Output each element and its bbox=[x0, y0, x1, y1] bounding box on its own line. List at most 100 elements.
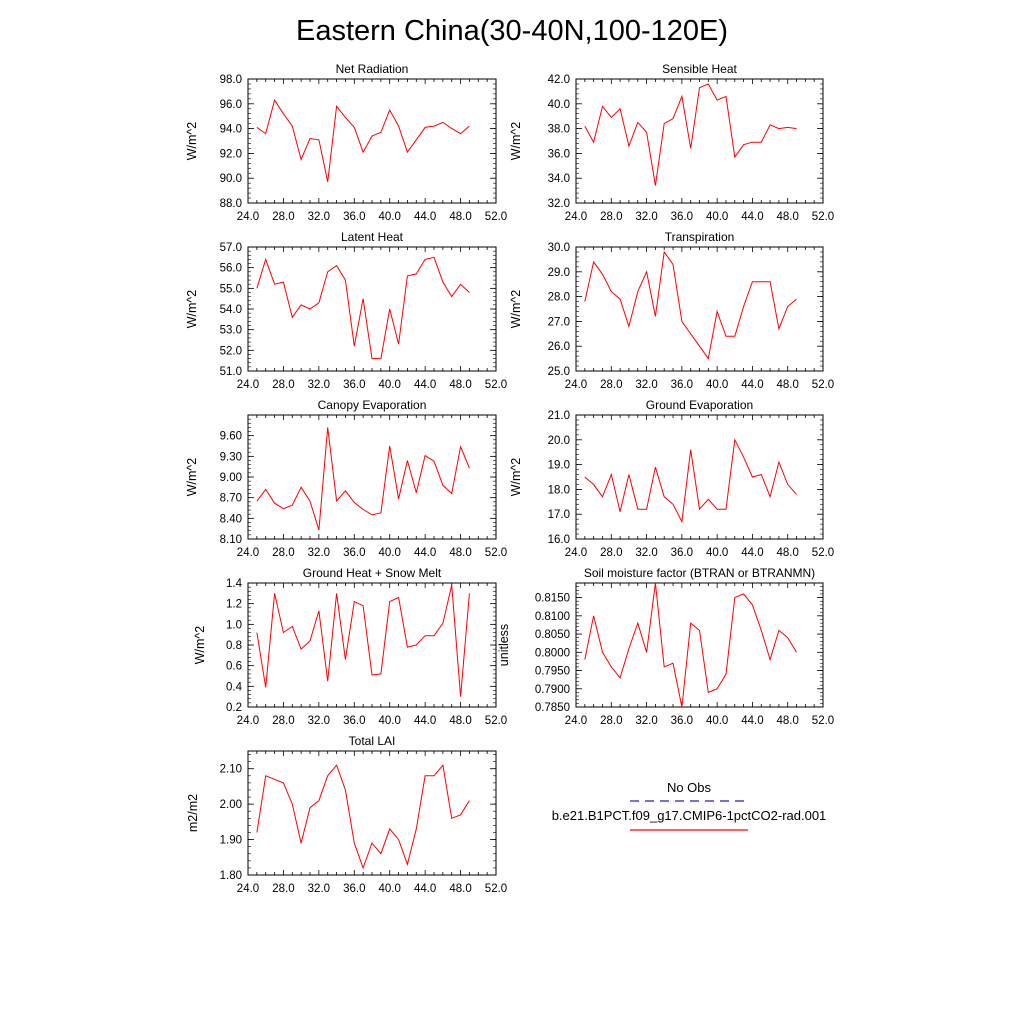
y-axis-label: W/m^2 bbox=[185, 458, 199, 497]
x-tick-label: 40.0 bbox=[379, 883, 401, 895]
x-tick-label: 36.0 bbox=[671, 211, 693, 223]
y-tick-label: 54.0 bbox=[220, 304, 242, 316]
panel-grid: Net Radiation W/m^2 24.0 28.0 32.0 36.0 40.0 44… bbox=[185, 62, 834, 895]
y-tick-label: 2.10 bbox=[220, 764, 242, 776]
y-tick-label: 56.0 bbox=[220, 263, 242, 275]
x-tick-label: 40.0 bbox=[706, 547, 728, 559]
x-tick-label: 28.0 bbox=[600, 547, 622, 559]
y-tick-label: 36.0 bbox=[548, 148, 570, 160]
x-tick-label: 48.0 bbox=[449, 715, 471, 727]
x-tick-label: 32.0 bbox=[635, 547, 657, 559]
x-tick-label: 44.0 bbox=[414, 547, 436, 559]
x-tick-label: 24.0 bbox=[237, 883, 259, 895]
plot-frame bbox=[575, 582, 824, 708]
series-line bbox=[584, 83, 797, 186]
y-tick-label: 0.7950 bbox=[535, 666, 570, 678]
y-tick-label: 40.0 bbox=[548, 99, 570, 111]
x-tick-label: 44.0 bbox=[741, 547, 763, 559]
x-tick-label: 52.0 bbox=[485, 211, 507, 223]
x-tick-label: 52.0 bbox=[485, 379, 507, 391]
x-tick-label: 24.0 bbox=[237, 547, 259, 559]
x-tick-label: 32.0 bbox=[308, 547, 330, 559]
chart-panel-7: Ground Heat + Snow Melt W/m^2 24.0 28.0 32.0… bbox=[193, 566, 507, 727]
x-tick-label: 36.0 bbox=[343, 547, 365, 559]
x-tick-label: 36.0 bbox=[343, 379, 365, 391]
x-tick-label: 28.0 bbox=[272, 211, 294, 223]
panel-title: Soil moisture factor (BTRAN or BTRANMN) bbox=[584, 566, 815, 580]
x-tick-label: 48.0 bbox=[449, 883, 471, 895]
y-axis-label: W/m^2 bbox=[185, 122, 199, 161]
legend: No Obs b.e21.B1PCT.f09_g17.CMIP6-1pctCO2… bbox=[552, 780, 827, 831]
y-tick-label: 94.0 bbox=[220, 124, 242, 136]
x-tick-label: 36.0 bbox=[343, 883, 365, 895]
series-line bbox=[584, 438, 797, 524]
y-tick-label: 0.8000 bbox=[535, 647, 570, 659]
y-tick-label: 0.7850 bbox=[535, 702, 570, 714]
x-tick-label: 28.0 bbox=[272, 379, 294, 391]
x-tick-label: 40.0 bbox=[379, 379, 401, 391]
y-tick-label: 52.0 bbox=[220, 345, 242, 357]
x-tick-label: 48.0 bbox=[449, 547, 471, 559]
chart-panel-1: Net Radiation W/m^2 24.0 28.0 32.0 36.0 40.0 44… bbox=[185, 62, 507, 223]
series-line bbox=[256, 427, 470, 531]
plot-frame bbox=[247, 78, 497, 204]
x-tick-label: 48.0 bbox=[449, 211, 471, 223]
series-line bbox=[256, 98, 470, 183]
x-tick-label: 24.0 bbox=[565, 547, 587, 559]
x-tick-label: 48.0 bbox=[777, 547, 799, 559]
x-tick-label: 44.0 bbox=[414, 211, 436, 223]
y-tick-label: 2.00 bbox=[220, 799, 242, 811]
y-tick-label: 25.0 bbox=[548, 366, 570, 378]
x-tick-label: 44.0 bbox=[414, 883, 436, 895]
chart-panel-2: Sensible Heat W/m^2 24.0 28.0 32.0 36.0 40.0 44… bbox=[509, 62, 834, 223]
figure-title: Eastern China(30-40N,100-120E) bbox=[296, 15, 728, 47]
y-tick-label: 53.0 bbox=[220, 325, 242, 337]
x-tick-label: 24.0 bbox=[237, 211, 259, 223]
y-tick-label: 0.8050 bbox=[535, 629, 570, 641]
x-tick-label: 24.0 bbox=[237, 715, 259, 727]
y-tick-label: 18.0 bbox=[548, 484, 570, 496]
x-tick-label: 32.0 bbox=[635, 379, 657, 391]
plot-frame bbox=[575, 246, 824, 372]
x-tick-label: 32.0 bbox=[635, 211, 657, 223]
y-tick-label: 42.0 bbox=[548, 74, 570, 86]
y-tick-label: 1.2 bbox=[226, 599, 242, 611]
x-tick-label: 36.0 bbox=[671, 547, 693, 559]
legend-label-case: b.e21.B1PCT.f09_g17.CMIP6-1pctCO2-rad.00… bbox=[552, 808, 827, 823]
x-tick-label: 36.0 bbox=[671, 715, 693, 727]
series-line bbox=[584, 250, 797, 360]
y-tick-label: 0.6 bbox=[226, 661, 242, 673]
y-axis-label: W/m^2 bbox=[193, 626, 207, 665]
y-tick-label: 20.0 bbox=[548, 435, 570, 447]
x-tick-label: 36.0 bbox=[343, 211, 365, 223]
x-tick-label: 36.0 bbox=[671, 379, 693, 391]
x-tick-label: 52.0 bbox=[812, 715, 834, 727]
y-tick-label: 16.0 bbox=[548, 534, 570, 546]
x-tick-label: 24.0 bbox=[237, 379, 259, 391]
y-axis-label: W/m^2 bbox=[509, 458, 523, 497]
x-tick-label: 44.0 bbox=[741, 211, 763, 223]
x-tick-label: 36.0 bbox=[343, 715, 365, 727]
y-tick-label: 8.70 bbox=[220, 493, 242, 505]
x-tick-label: 44.0 bbox=[414, 715, 436, 727]
chart-panel-5: Canopy Evaporation W/m^2 24.0 28.0 32.0 36.0 4… bbox=[185, 398, 507, 559]
x-tick-label: 32.0 bbox=[308, 883, 330, 895]
y-axis-label: W/m^2 bbox=[185, 290, 199, 329]
x-tick-label: 40.0 bbox=[706, 715, 728, 727]
x-tick-label: 28.0 bbox=[272, 883, 294, 895]
x-tick-label: 28.0 bbox=[600, 715, 622, 727]
x-tick-label: 52.0 bbox=[485, 547, 507, 559]
plot-frame bbox=[247, 582, 497, 708]
plot-frame bbox=[575, 78, 824, 204]
y-axis-label: W/m^2 bbox=[509, 290, 523, 329]
x-tick-label: 44.0 bbox=[741, 379, 763, 391]
x-tick-label: 44.0 bbox=[741, 715, 763, 727]
y-tick-label: 96.0 bbox=[220, 99, 242, 111]
y-tick-label: 1.4 bbox=[226, 578, 243, 590]
x-tick-label: 48.0 bbox=[777, 211, 799, 223]
panel-title: Canopy Evaporation bbox=[318, 398, 427, 412]
x-tick-label: 40.0 bbox=[379, 547, 401, 559]
x-tick-label: 32.0 bbox=[308, 379, 330, 391]
series-line bbox=[256, 764, 470, 870]
y-tick-label: 19.0 bbox=[548, 460, 570, 472]
